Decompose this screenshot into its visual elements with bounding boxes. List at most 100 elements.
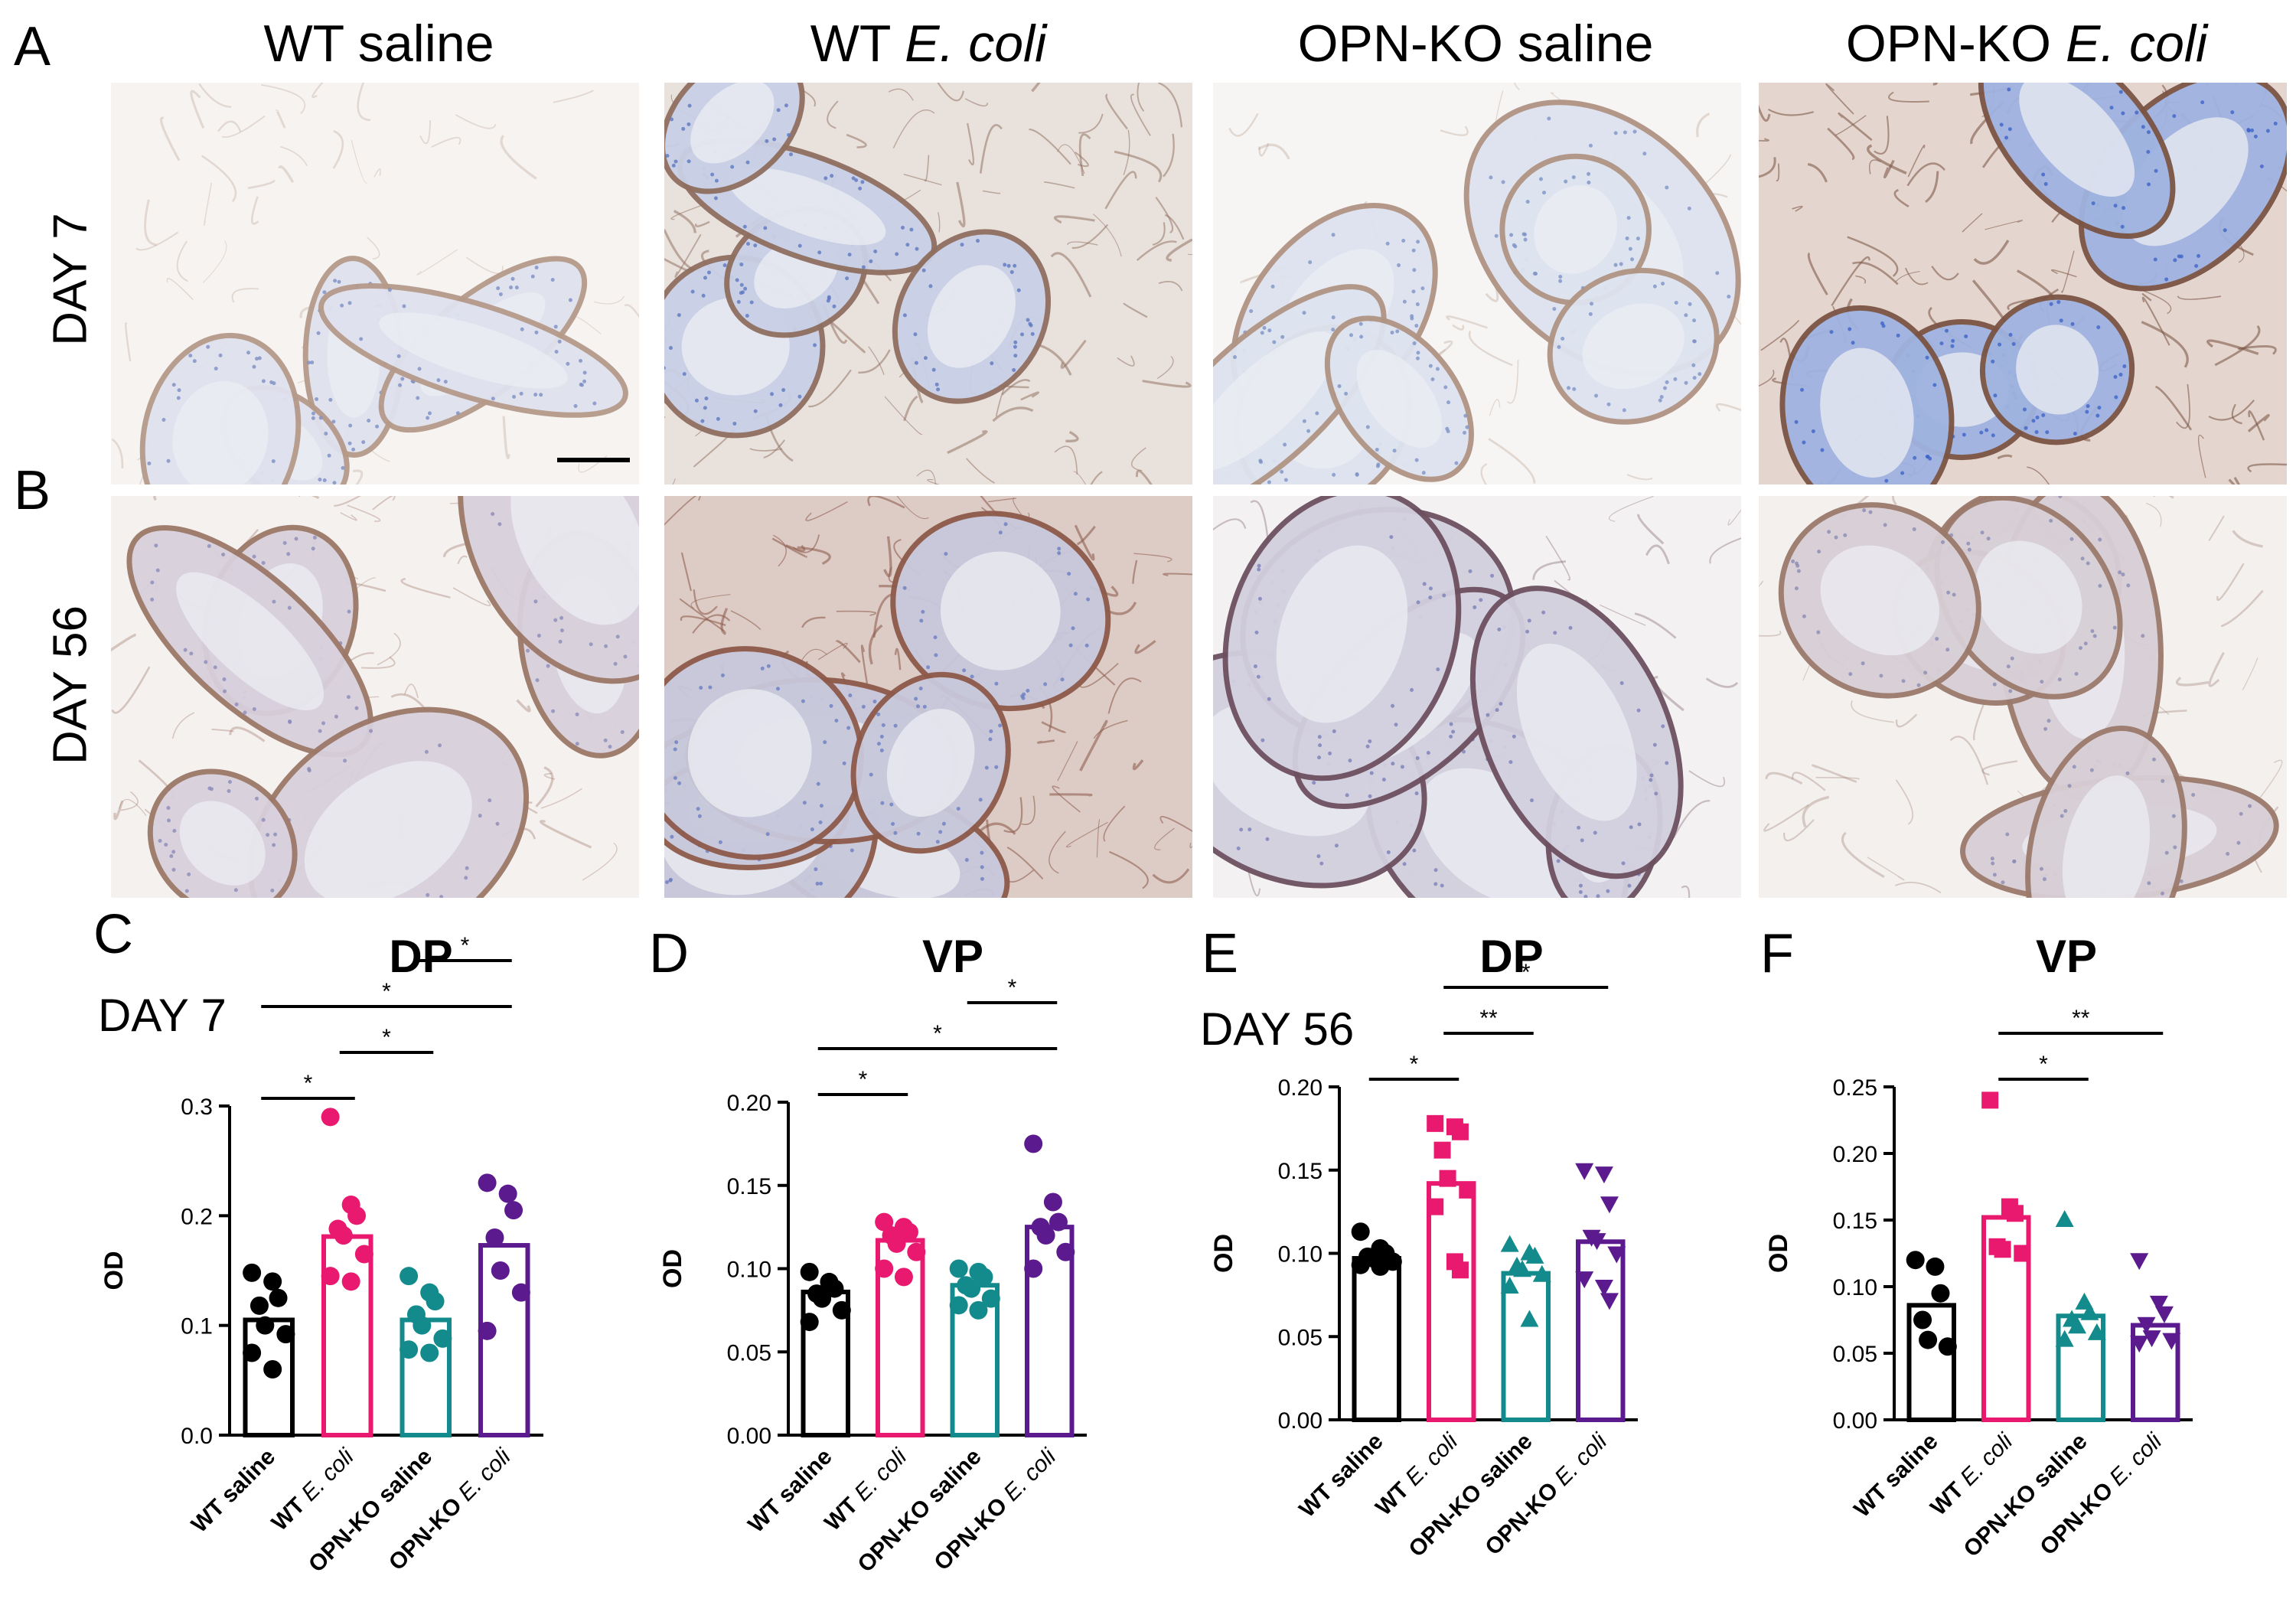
point-e-3-7: [1594, 1280, 1613, 1297]
day-label-day56: DAY 56: [1200, 1003, 1355, 1055]
column-header-ko-ecoli-italic: E. coli: [2065, 15, 2208, 73]
point-c-1-4: [334, 1226, 353, 1245]
y-tick-label-d-3: 0.15: [727, 1174, 771, 1199]
point-e-1-3: [1433, 1141, 1451, 1159]
y-tick-label-e-0: 0.00: [1278, 1408, 1322, 1434]
point-f-3-6: [2130, 1336, 2149, 1353]
point-f-1-5: [2014, 1245, 2031, 1262]
point-e-2-6: [1500, 1277, 1519, 1294]
point-c-0-7: [263, 1360, 282, 1378]
point-e-3-6: [1575, 1271, 1594, 1289]
y-tick-label-d-2: 0.10: [727, 1258, 771, 1283]
bar-e-2: [1501, 1271, 1551, 1422]
significance-label-c-2: *: [382, 979, 391, 1004]
point-d-3-6: [1024, 1259, 1043, 1278]
point-d-0-0: [800, 1262, 819, 1281]
point-f-3-0: [2130, 1253, 2149, 1271]
point-c-3-3: [485, 1228, 504, 1247]
point-d-0-4: [813, 1289, 832, 1308]
y-tick-label-c-2: 0.2: [181, 1204, 213, 1229]
point-f-3-4: [2142, 1330, 2161, 1348]
point-c-1-0: [321, 1108, 340, 1127]
y-tick-label-f-3: 0.15: [1833, 1209, 1877, 1234]
column-header-ko-saline: OPN-KO saline: [1297, 15, 1654, 73]
point-f-0-4: [1919, 1330, 1938, 1349]
y-axis-label-e: OD: [1209, 1234, 1238, 1273]
significance-label-e-1: **: [1479, 1006, 1498, 1031]
bar-f-2: [2056, 1313, 2105, 1423]
bar-e-3: [1576, 1239, 1626, 1423]
y-tick-label-f-4: 0.20: [1833, 1142, 1877, 1167]
point-e-2-5: [1532, 1264, 1551, 1282]
day-label-day7: DAY 7: [98, 990, 227, 1041]
point-d-0-2: [825, 1279, 844, 1298]
chart-title-d: VP: [921, 931, 984, 982]
y-axis-label-c: OD: [99, 1251, 129, 1290]
micrograph-day56-wt-saline: [111, 496, 639, 898]
point-f-3-1: [2149, 1295, 2168, 1313]
point-e-0-6: [1351, 1255, 1370, 1274]
point-c-3-1: [498, 1184, 517, 1203]
panel-label-e: E: [1202, 923, 1239, 984]
point-d-2-4: [962, 1279, 981, 1298]
point-c-2-4: [413, 1316, 432, 1335]
point-d-1-2: [899, 1222, 918, 1241]
point-e-3-1: [1594, 1166, 1613, 1184]
point-c-2-7: [420, 1343, 439, 1362]
x-tick-label-c-0: WT saline: [187, 1444, 280, 1538]
point-d-0-5: [832, 1300, 851, 1320]
point-f-1-2: [2006, 1205, 2024, 1222]
point-d-1-7: [894, 1268, 913, 1287]
point-f-0-1: [1926, 1257, 1945, 1276]
micrograph-day56-ko-saline: [1213, 496, 1741, 898]
point-d-3-5: [1056, 1242, 1075, 1261]
micrograph-day56-ko-ecoli: [1759, 496, 2287, 898]
significance-label-f-0: *: [2039, 1052, 2048, 1077]
point-e-3-0: [1575, 1163, 1594, 1180]
point-e-2-4: [1513, 1260, 1532, 1277]
micrograph-day7-ko-ecoli: [1759, 83, 2287, 484]
significance-label-e-0: *: [1410, 1052, 1419, 1077]
column-header-wt-ecoli-italic: E. coli: [905, 15, 1047, 73]
y-tick-label-f-0: 0.00: [1833, 1408, 1877, 1434]
panel-label-a: A: [14, 16, 51, 77]
point-f-1-0: [1981, 1091, 1999, 1109]
panel-label-d: D: [649, 923, 689, 984]
point-d-0-6: [800, 1313, 819, 1332]
bar-c-1: [321, 1234, 373, 1437]
y-axis-label-d: OD: [658, 1249, 687, 1288]
chart-title-e: DP: [1479, 931, 1544, 982]
point-e-1-6: [1427, 1198, 1444, 1215]
y-tick-label-e-2: 0.10: [1278, 1242, 1322, 1268]
y-tick-label-c-1: 0.1: [181, 1314, 213, 1339]
chart-title-c: DP: [389, 931, 453, 982]
point-c-1-6: [321, 1267, 340, 1286]
significance-label-e-2: *: [1521, 960, 1531, 985]
point-e-3-2: [1600, 1196, 1619, 1214]
point-f-0-3: [1913, 1310, 1932, 1330]
significance-label-c-1: *: [382, 1025, 391, 1050]
point-d-3-1: [1043, 1192, 1062, 1212]
significance-label-f-1: **: [2072, 1006, 2090, 1031]
column-header-ko-ecoli-prefix: OPN-KO: [1845, 15, 2066, 73]
point-f-2-0: [2055, 1210, 2074, 1227]
point-d-3-2: [1049, 1212, 1068, 1232]
point-c-0-1: [263, 1272, 282, 1291]
point-e-2-7: [1520, 1310, 1539, 1327]
point-c-2-6: [400, 1340, 419, 1359]
y-tick-label-d-0: 0.00: [727, 1424, 771, 1449]
point-d-3-4: [1036, 1226, 1055, 1245]
point-e-3-5: [1607, 1246, 1626, 1264]
bar-f-3: [2131, 1323, 2180, 1422]
micrograph-day56-wt-ecoli: [664, 496, 1192, 898]
significance-label-c-0: *: [304, 1071, 313, 1096]
point-e-2-2: [1525, 1246, 1544, 1264]
significance-label-d-2: *: [1008, 975, 1017, 1000]
y-tick-label-d-1: 0.05: [727, 1340, 771, 1365]
y-tick-label-f-1: 0.05: [1833, 1342, 1877, 1367]
point-d-1-4: [887, 1234, 906, 1253]
